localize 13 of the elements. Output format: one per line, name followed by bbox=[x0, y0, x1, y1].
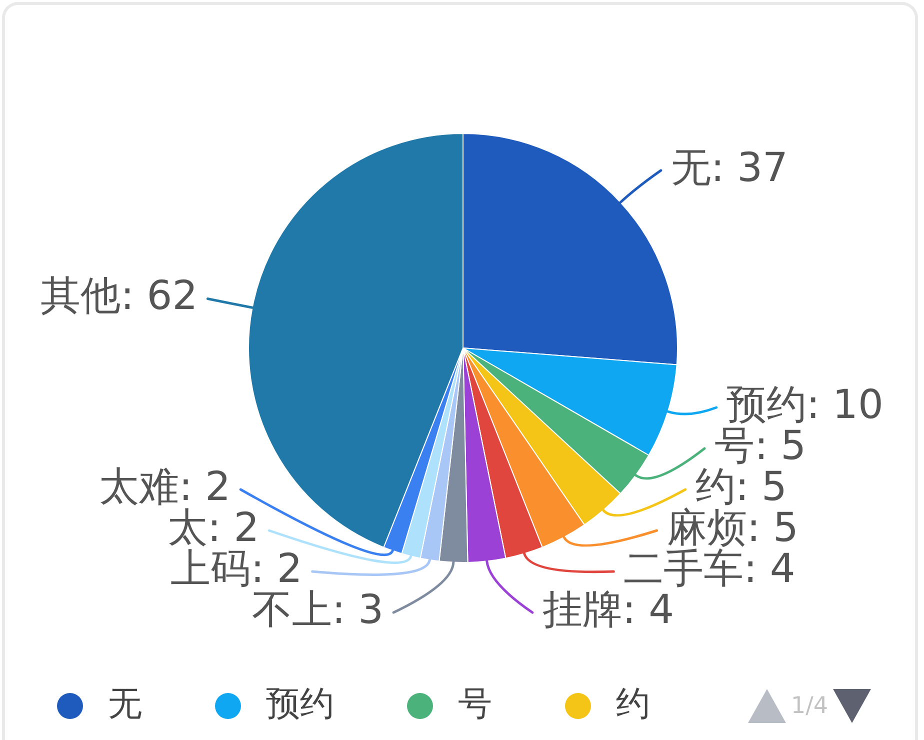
legend-label: 约 bbox=[616, 684, 650, 724]
slice-label: 挂牌 bbox=[542, 586, 622, 633]
text: 1/4 bbox=[791, 692, 828, 721]
data-label: : 10 bbox=[806, 382, 884, 428]
data-label: : 37 bbox=[710, 144, 788, 191]
slice-label: 太难 bbox=[98, 464, 179, 510]
legend-label: 号 bbox=[458, 684, 492, 724]
slice-label: 其他 bbox=[40, 273, 121, 320]
legend-label: 预约 bbox=[266, 684, 334, 724]
legend-label: 无 bbox=[108, 684, 142, 724]
slice-label: 无 bbox=[670, 144, 711, 191]
data-label: : 3 bbox=[332, 586, 384, 633]
data-label: : 62 bbox=[120, 273, 198, 320]
